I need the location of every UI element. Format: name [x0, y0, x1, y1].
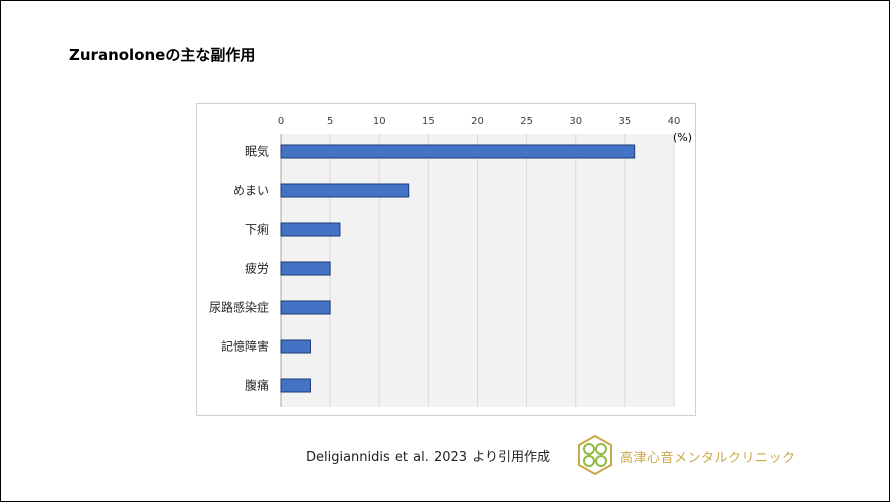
unit-label: (%)	[673, 131, 692, 144]
clinic-name: 高津心音メンタルクリニック	[620, 451, 796, 466]
x-tick-label: 25	[520, 116, 533, 127]
category-label: 腹痛	[245, 378, 269, 393]
x-tick-label: 0	[278, 116, 284, 127]
slide-title: Zuranoloneの主な副作用	[69, 46, 256, 64]
x-tick-label: 30	[569, 116, 582, 127]
x-tick-label: 20	[471, 116, 484, 127]
citation: Deligiannidis et al. 2023 より引用作成	[306, 450, 550, 465]
category-label: 記憶障害	[221, 339, 269, 354]
x-tick-label: 35	[619, 116, 632, 127]
bar-1	[280, 144, 636, 159]
clinic-logo-icon	[578, 435, 612, 475]
bars	[280, 144, 636, 393]
category-label: 眠気	[245, 144, 269, 159]
bar-6	[280, 339, 311, 354]
x-tick-label: 40	[668, 116, 681, 127]
category-label: 疲労	[245, 261, 269, 276]
bar-2	[280, 183, 410, 198]
bar-4	[280, 261, 331, 276]
x-tick-label: 5	[327, 116, 333, 127]
category-label: めまい	[233, 184, 269, 198]
bar-5	[280, 300, 331, 315]
bar-3	[280, 222, 341, 237]
category-label: 尿路感染症	[209, 300, 269, 315]
bar-7	[280, 378, 311, 393]
chart-container: 0 5 10 15 20 25 30 35 40 眠気めまい下痢疲労尿路感染症記憶障害腹痛 (%…	[196, 103, 696, 416]
x-tick-label: 10	[373, 116, 386, 127]
x-tick-label: 15	[422, 116, 435, 127]
x-tick-labels: 0 5 10 15 20 25 30 35 40	[278, 116, 681, 127]
category-label: 下痢	[245, 222, 269, 237]
